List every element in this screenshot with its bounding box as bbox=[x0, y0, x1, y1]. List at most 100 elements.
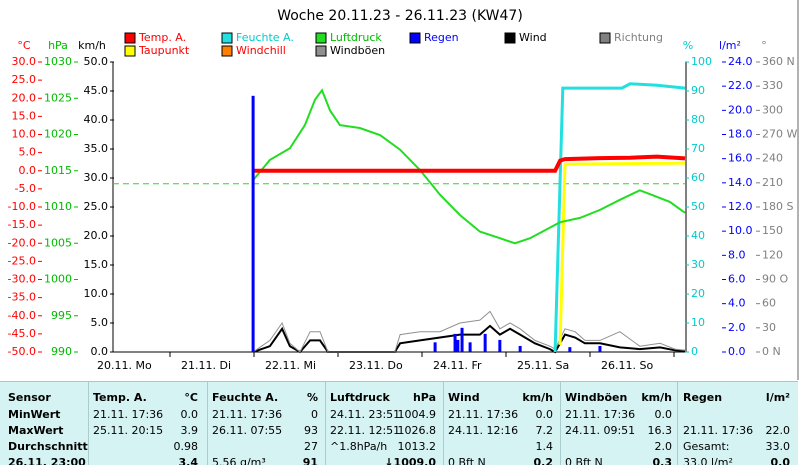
axis-unit: °C bbox=[17, 39, 31, 52]
rain-bar bbox=[251, 95, 255, 352]
y-tick-label: 30.0 bbox=[84, 171, 109, 184]
header-unit: % bbox=[306, 391, 318, 404]
y-tick-label: 4.0 bbox=[728, 297, 746, 310]
y-tick-label: 20 bbox=[691, 287, 705, 300]
y-tick-label: 20.0 bbox=[84, 229, 109, 242]
rain-bar bbox=[468, 342, 472, 352]
cell-info: 21.11. 17:36 bbox=[683, 424, 754, 437]
y-tick-label: 50.0 bbox=[84, 55, 109, 68]
series-line bbox=[253, 154, 686, 173]
y-tick-label: 12.0 bbox=[728, 200, 753, 213]
rain-bar bbox=[518, 345, 522, 352]
row-label: MaxWert bbox=[8, 424, 64, 437]
y-tick-label: 0.0 bbox=[91, 345, 109, 358]
cell-info: 25.11. 20:15 bbox=[93, 424, 164, 437]
legend-swatch bbox=[221, 45, 233, 57]
cell-value: 0.98 bbox=[173, 440, 199, 453]
cell-info: 24.11. 12:16 bbox=[448, 424, 519, 437]
rain-bar bbox=[460, 327, 464, 352]
y-tick-label: 24.0 bbox=[728, 55, 753, 68]
cell-value: ↓1009.0 bbox=[384, 456, 436, 465]
y-tick-label: 1000 bbox=[44, 273, 72, 286]
cell-value: 3.9 bbox=[180, 424, 199, 437]
row-label: 26.11. 23:00 bbox=[8, 456, 86, 465]
header-cell: Wind bbox=[448, 391, 480, 404]
cell-info: 21.11. 17:36 bbox=[93, 408, 164, 421]
legend-label: Windchill bbox=[236, 44, 286, 57]
y-tick-label: 15.0 bbox=[12, 109, 37, 122]
y-tick-label: 240 bbox=[762, 152, 783, 165]
series-line bbox=[558, 161, 686, 345]
legend-swatch bbox=[315, 32, 327, 44]
cell-info: 22.11. 12:51 bbox=[330, 424, 401, 437]
y-tick-label: -20.0 bbox=[8, 236, 36, 249]
column-separator bbox=[443, 382, 444, 465]
rain-bar bbox=[598, 345, 602, 352]
y-tick-label: 0.0 bbox=[728, 345, 746, 358]
y-tick-label: -50.0 bbox=[8, 345, 36, 358]
header-unit: hPa bbox=[412, 391, 436, 404]
y-tick-label: 0 bbox=[691, 345, 698, 358]
legend-label: Richtung bbox=[614, 31, 663, 44]
axis-unit: % bbox=[683, 39, 693, 52]
y-tick-label: 30 bbox=[762, 321, 776, 334]
column-separator bbox=[560, 382, 561, 465]
cell-info: Gesamt: bbox=[683, 440, 730, 453]
row-label: Durchschnitt bbox=[8, 440, 88, 453]
y-tick-label: 30 bbox=[691, 258, 705, 271]
y-tick-label: 35.0 bbox=[84, 142, 109, 155]
rain-bar bbox=[453, 333, 457, 352]
x-tick-label: 23.11. Do bbox=[349, 359, 403, 372]
y-tick-label: 30.0 bbox=[12, 55, 37, 68]
legend-label: Feuchte A. bbox=[236, 31, 294, 44]
cell-value: 91 bbox=[302, 456, 318, 465]
legend-swatch bbox=[221, 32, 233, 44]
column-separator bbox=[677, 382, 678, 465]
y-tick-label: -30.0 bbox=[8, 273, 36, 286]
header-unit: km/h bbox=[641, 391, 672, 404]
header-cell: Windböen bbox=[565, 391, 628, 404]
y-tick-label: -40.0 bbox=[8, 309, 36, 322]
cell-info: 24.11. 23:51 bbox=[330, 408, 401, 421]
rain-bar bbox=[456, 339, 460, 352]
y-tick-label: 100 bbox=[691, 55, 712, 68]
legend-label: Windböen bbox=[330, 44, 385, 57]
y-tick-label: -15.0 bbox=[8, 218, 36, 231]
x-tick-label: 20.11. Mo bbox=[97, 359, 152, 372]
legend-label: Wind bbox=[519, 31, 547, 44]
y-tick-label: -10.0 bbox=[8, 200, 36, 213]
cell-value: 0.3 bbox=[652, 456, 673, 465]
y-tick-label: 1015 bbox=[44, 164, 72, 177]
cell-info: 26.11. 07:55 bbox=[212, 424, 283, 437]
y-tick-label: 180 S bbox=[762, 200, 793, 213]
cell-value: 16.3 bbox=[647, 424, 673, 437]
cell-info: 21.11. 17:36 bbox=[212, 408, 283, 421]
y-tick-label: 120 bbox=[762, 248, 783, 261]
cell-info: 21.11. 17:36 bbox=[448, 408, 519, 421]
y-tick-label: 1010 bbox=[44, 200, 72, 213]
cell-value: 22.0 bbox=[765, 424, 791, 437]
y-tick-label: 360 N bbox=[762, 55, 795, 68]
cell-value: 2.0 bbox=[654, 440, 673, 453]
y-tick-label: -35.0 bbox=[8, 291, 36, 304]
y-tick-label: 20.0 bbox=[12, 91, 37, 104]
y-tick-label: 990 bbox=[51, 345, 72, 358]
cell-value: 1004.9 bbox=[397, 408, 437, 421]
y-tick-label: 60 bbox=[762, 297, 776, 310]
y-tick-label: 300 bbox=[762, 103, 783, 116]
legend-swatch bbox=[599, 32, 611, 44]
rain-bar bbox=[433, 342, 437, 352]
column-separator bbox=[325, 382, 326, 465]
chart: Woche 20.11.23 - 26.11.23 (KW47) °C -50.0… bbox=[8, 0, 799, 380]
y-tick-label: 1030 bbox=[44, 55, 72, 68]
y-tick-label: 18.0 bbox=[728, 128, 753, 141]
y-tick-label: 210 bbox=[762, 176, 783, 189]
x-tick-label: 26.11. So bbox=[601, 359, 653, 372]
y-tick-label: 0 N bbox=[762, 345, 781, 358]
y-tick-label: 20.0 bbox=[728, 103, 753, 116]
y-tick-label: 25.0 bbox=[84, 200, 109, 213]
cell-value: 1.4 bbox=[535, 440, 554, 453]
legend-label: Luftdruck bbox=[330, 31, 382, 44]
cell-info: 24.11. 09:51 bbox=[565, 424, 636, 437]
